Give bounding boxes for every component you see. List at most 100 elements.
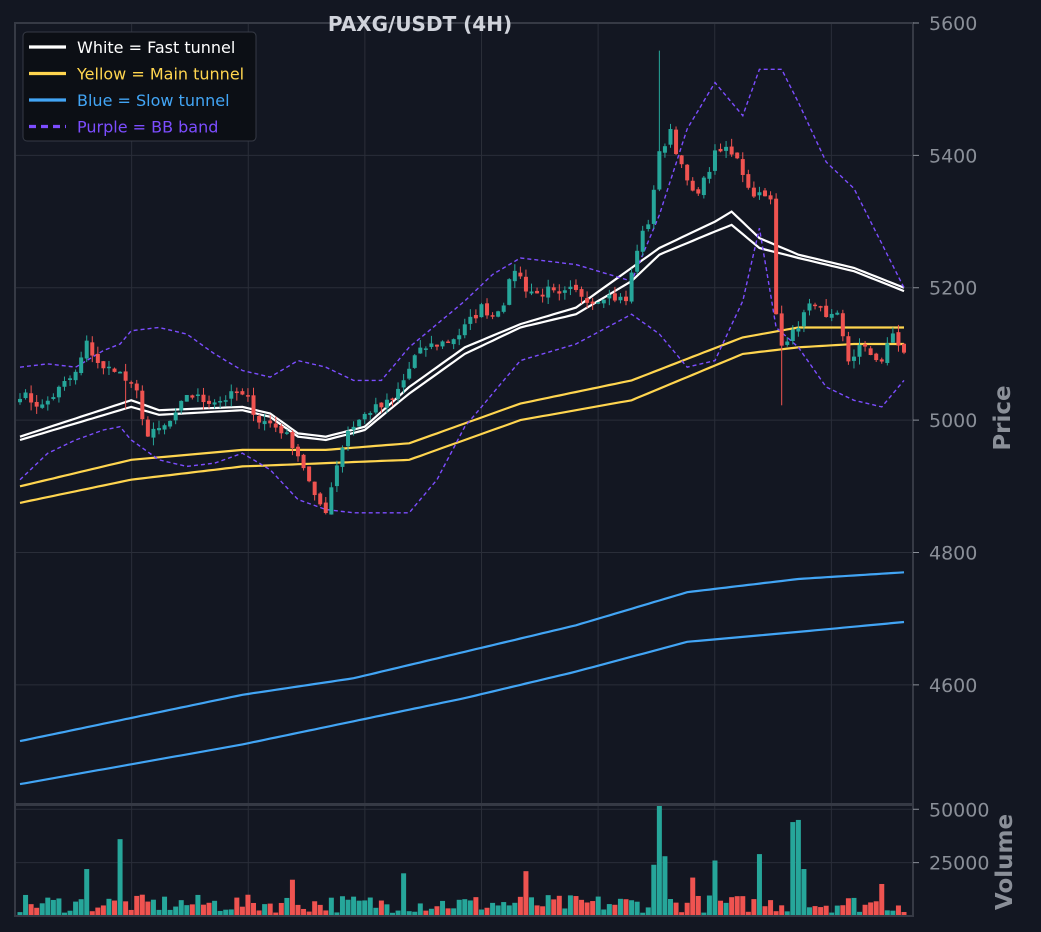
volume-bar	[34, 907, 40, 916]
candle-body	[401, 380, 406, 388]
candle-body	[801, 312, 806, 327]
volume-bar	[162, 896, 168, 916]
candle-body	[763, 190, 768, 197]
volume-bars	[17, 805, 907, 916]
candle-body	[779, 313, 784, 346]
volume-bar	[378, 900, 384, 916]
candle-body	[902, 343, 906, 353]
candle-body	[885, 343, 890, 363]
candle-body	[84, 340, 89, 359]
volume-bar	[395, 910, 401, 916]
candle-body	[207, 400, 212, 404]
candle-body	[590, 301, 595, 304]
candle-body	[73, 371, 78, 381]
volume-bar	[217, 910, 223, 916]
candle-body	[507, 279, 512, 305]
candle-body	[412, 355, 417, 368]
volume-bar	[150, 899, 156, 916]
volume-bar	[573, 896, 579, 916]
band-line-slow-tunnel-upper	[19, 571, 905, 743]
candle-body	[407, 368, 412, 379]
candle-body	[868, 348, 873, 356]
candle-body	[251, 395, 256, 415]
band-line-fast-tunnel-upper	[19, 210, 905, 438]
candle-body	[34, 401, 39, 407]
volume-bar	[312, 901, 318, 916]
volume-bar	[284, 897, 290, 916]
volume-bar	[106, 898, 112, 916]
candle-body	[118, 371, 123, 374]
volume-bar	[834, 905, 840, 916]
candle-body	[846, 336, 851, 362]
volume-bar	[390, 912, 396, 916]
volume-bar	[123, 901, 129, 916]
volume-bar	[879, 883, 885, 916]
volume-bar	[145, 901, 151, 916]
volume-bar	[623, 899, 629, 916]
candle-body	[624, 296, 629, 302]
volume-bar	[617, 898, 623, 916]
volume-bar	[490, 902, 496, 916]
candle-body	[651, 189, 656, 224]
volume-bar	[301, 908, 307, 916]
volume-bar	[534, 905, 540, 916]
volume-bar	[812, 906, 818, 916]
candle-body	[379, 402, 384, 408]
volume-bar	[256, 910, 262, 916]
candle-body	[535, 290, 540, 294]
volume-bar	[540, 906, 546, 916]
volume-bar	[39, 903, 45, 916]
candle-body	[690, 180, 695, 191]
price-tick-label: 5600	[929, 13, 977, 35]
volume-bar	[206, 902, 212, 916]
candle-body	[101, 361, 106, 369]
candle-body	[446, 341, 451, 344]
candle-body	[579, 289, 584, 297]
candle-body	[396, 388, 401, 399]
candle-body	[518, 272, 523, 277]
volume-bar	[467, 900, 473, 916]
volume-bar	[740, 896, 746, 916]
volume-bar	[67, 910, 73, 916]
candle-body	[568, 286, 573, 290]
volume-bar	[857, 911, 863, 916]
band-line-bb-band-upper	[19, 68, 905, 382]
candle-body	[229, 391, 234, 399]
candle-body	[685, 164, 690, 181]
volume-grid	[15, 805, 913, 916]
candle-body	[195, 394, 200, 396]
candle-body	[585, 298, 590, 303]
volume-bar	[590, 901, 596, 916]
candle-body	[462, 324, 467, 336]
volume-bar	[662, 856, 668, 916]
candle-body	[629, 272, 634, 302]
candle-body	[451, 339, 456, 345]
candle-body	[268, 420, 273, 424]
candle-body	[106, 366, 111, 369]
volume-bar	[440, 900, 446, 916]
candle-body	[29, 393, 34, 403]
volume-bar	[384, 904, 390, 916]
volume-bar	[645, 907, 651, 916]
candle-body	[657, 151, 662, 190]
candle-body	[418, 347, 423, 354]
volume-bar	[473, 897, 479, 916]
volume-bar	[451, 908, 457, 916]
volume-bar	[356, 900, 362, 916]
candle-body	[40, 404, 45, 408]
volume-bar	[651, 864, 657, 916]
band-line-fast-tunnel-lower	[19, 223, 905, 442]
candle-body	[434, 344, 439, 347]
candle-body	[184, 394, 189, 402]
volume-bar	[656, 805, 662, 916]
candle-body	[601, 299, 606, 304]
volume-bar	[779, 905, 785, 916]
candle-body	[123, 371, 128, 381]
candle-body	[129, 382, 134, 384]
candle-body	[562, 290, 567, 293]
volume-bar	[278, 902, 284, 916]
volume-bar	[667, 899, 673, 916]
volume-bar	[723, 902, 729, 916]
candle-body	[95, 353, 100, 363]
candle-body	[23, 392, 28, 399]
